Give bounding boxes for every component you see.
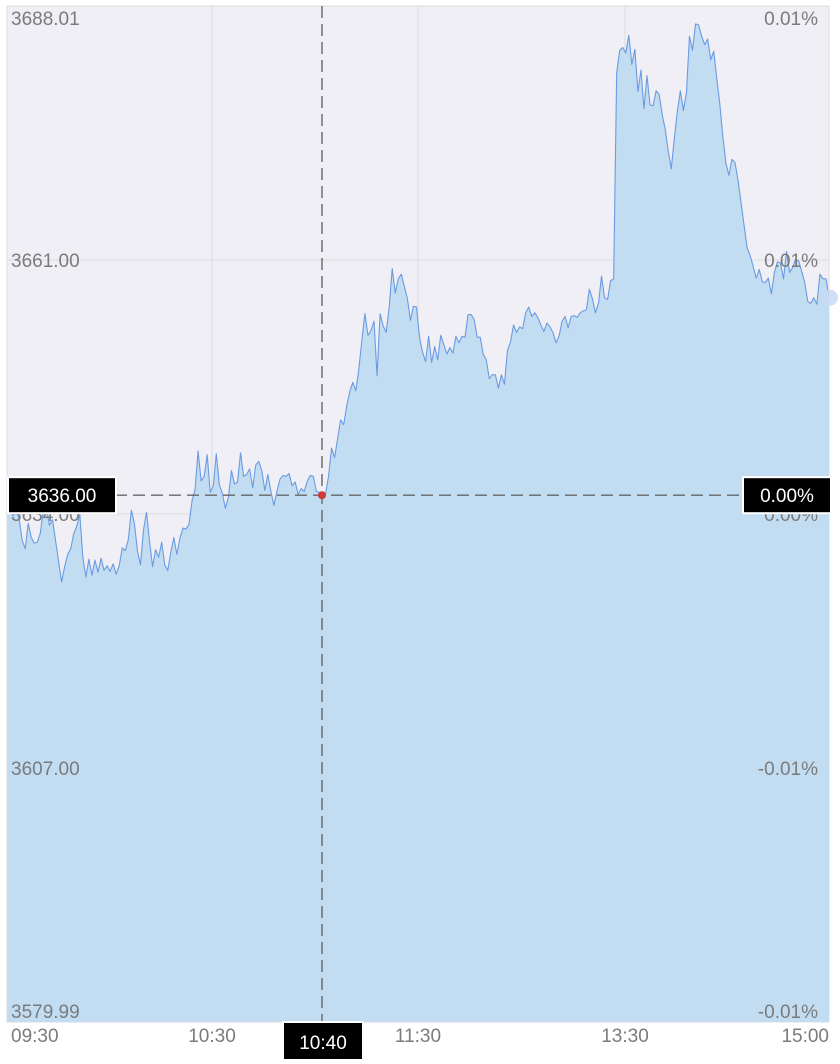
crosshair[interactable]: 3636.00 0.00% 10:40 [7, 6, 832, 1061]
x-axis-tick-label: 11:30 [395, 1026, 441, 1047]
pct-tag-label: 0.00% [760, 486, 814, 507]
series-end-dot [822, 289, 838, 306]
x-axis-tick-label: 15:00 [781, 1026, 829, 1047]
crosshair-price-tag: 3636.00 [7, 476, 117, 515]
price-tag-background [7, 476, 117, 515]
crosshair-time-tag: 10:40 [282, 1021, 364, 1061]
time-tag-label: 10:40 [299, 1033, 347, 1054]
axis-labels: 3688.013661.003634.003607.003579.990.01%… [11, 9, 829, 1047]
y-axis-right-tick-label: 0.01% [764, 9, 818, 30]
x-axis-tick-label: 10:30 [188, 1026, 236, 1047]
y-axis-left-tick-label: 3579.99 [11, 1002, 80, 1023]
y-axis-left-tick-label: 3661.00 [11, 251, 80, 272]
price-tag-label: 3636.00 [28, 486, 97, 507]
x-axis-tick-label: 13:30 [601, 1026, 649, 1047]
pct-tag-background [742, 476, 832, 515]
crosshair-pct-tag: 0.00% [742, 476, 832, 515]
y-axis-left-tick-label: 3688.01 [11, 9, 80, 30]
y-axis-left-tick-label: 3607.00 [11, 759, 80, 780]
time-tag-background [282, 1021, 364, 1061]
y-axis-right-tick-label: -0.01% [758, 759, 818, 780]
series-line [6, 23, 830, 583]
series-area-fill [7, 23, 829, 1022]
x-axis-tick-label: 09:30 [11, 1026, 59, 1047]
y-axis-right-tick-label: 0.01% [764, 251, 818, 272]
crosshair-point-marker [318, 491, 326, 500]
y-axis-right-tick-label: -0.01% [758, 1002, 818, 1023]
